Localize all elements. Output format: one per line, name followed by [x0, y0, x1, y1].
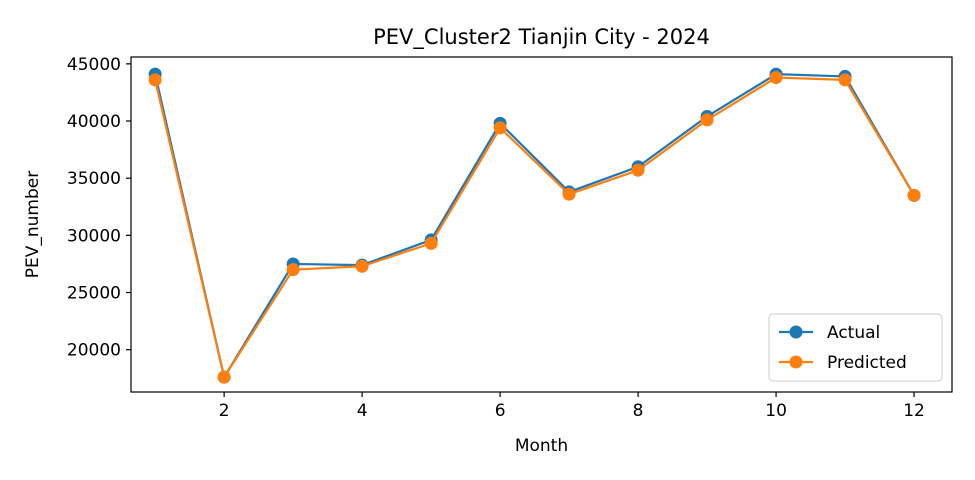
legend: Actual Predicted	[768, 313, 943, 382]
series-line-actual	[154, 73, 916, 379]
y-axis-ticks: 20000 25000 30000 35000 40000 45000	[67, 55, 131, 361]
data-point-predicted	[148, 73, 162, 87]
x-axis-ticks: 2 4 6 8 10 12	[219, 392, 925, 421]
data-point-predicted	[355, 259, 369, 273]
legend-label: Predicted	[827, 353, 907, 373]
y-tick-label: 40000	[67, 112, 121, 132]
chart-title: PEV_Cluster2 Tianjin City - 2024	[373, 25, 710, 50]
data-point-predicted	[493, 121, 507, 135]
data-point-predicted	[907, 188, 921, 202]
data-point-predicted	[217, 370, 231, 384]
legend-item-predicted: Predicted	[779, 353, 907, 373]
legend-label: Actual	[827, 323, 880, 343]
y-tick-label: 35000	[67, 169, 121, 189]
plot-frame	[130, 56, 953, 393]
y-tick-label: 25000	[67, 284, 121, 304]
data-point-predicted	[838, 73, 852, 87]
legend-box	[768, 313, 943, 382]
data-point-predicted	[769, 71, 783, 85]
x-tick-label: 2	[219, 401, 230, 421]
y-tick-label: 45000	[67, 55, 121, 75]
data-point-predicted	[286, 263, 300, 277]
plot-area	[130, 56, 953, 393]
series-line-predicted	[154, 76, 915, 379]
x-tick-label: 6	[495, 401, 506, 421]
x-tick-label: 8	[633, 401, 644, 421]
y-tick-label: 20000	[67, 341, 121, 361]
data-point-predicted	[424, 236, 438, 250]
x-tick-label: 12	[903, 401, 925, 421]
legend-marker	[789, 355, 803, 369]
y-axis-title: PEV_number	[23, 171, 43, 278]
x-tick-label: 10	[765, 401, 787, 421]
legend-item-actual: Actual	[779, 323, 880, 343]
data-point-predicted	[700, 113, 714, 127]
legend-marker	[789, 325, 803, 339]
x-axis-title: Month	[515, 436, 568, 456]
data-point-predicted	[562, 187, 576, 201]
y-tick-label: 30000	[67, 226, 121, 246]
x-tick-label: 4	[357, 401, 368, 421]
series-layer	[148, 67, 921, 384]
data-point-predicted	[631, 163, 645, 177]
series-predicted	[148, 71, 921, 384]
